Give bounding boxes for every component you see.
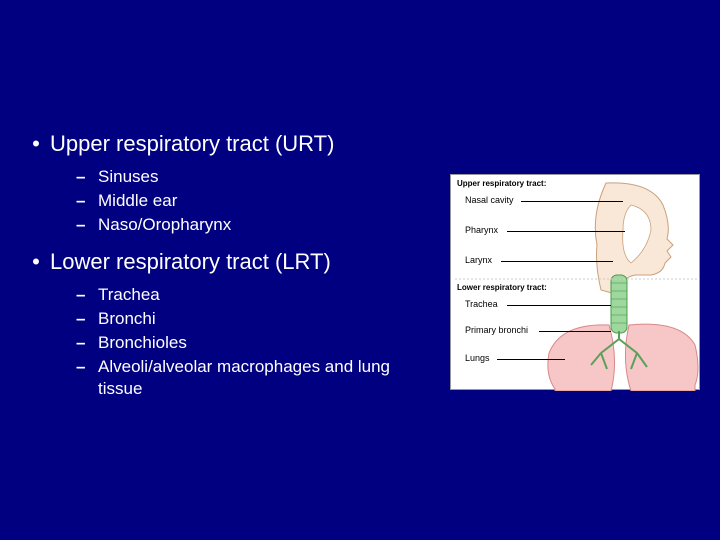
- dash-icon: –: [76, 190, 98, 212]
- dash-icon: –: [76, 332, 98, 354]
- trachea-shape: [611, 275, 627, 333]
- label-larynx: Larynx: [465, 255, 492, 265]
- lung-left: [548, 325, 615, 391]
- sub-text: Trachea: [98, 284, 160, 306]
- sub-item: –Naso/Oropharynx: [76, 214, 442, 236]
- label-trachea: Trachea: [465, 299, 498, 309]
- leader-line: [501, 261, 613, 262]
- leader-line: [507, 231, 625, 232]
- sub-text: Naso/Oropharynx: [98, 214, 231, 236]
- bullet-dot: •: [22, 248, 50, 276]
- main-bullet-text: Upper respiratory tract (URT): [50, 130, 334, 158]
- section-label-upper: Upper respiratory tract:: [457, 179, 546, 188]
- leader-line: [539, 331, 611, 332]
- main-bullet-0: • Upper respiratory tract (URT): [22, 130, 442, 158]
- sub-item: –Bronchioles: [76, 332, 442, 354]
- main-bullet-1: • Lower respiratory tract (LRT): [22, 248, 442, 276]
- sub-list-1: –Trachea –Bronchi –Bronchioles –Alveoli/…: [76, 284, 442, 400]
- leader-line: [521, 201, 623, 202]
- dash-icon: –: [76, 308, 98, 330]
- section-label-lower: Lower respiratory tract:: [457, 283, 547, 292]
- dash-icon: –: [76, 356, 98, 378]
- sub-list-0: –Sinuses –Middle ear –Naso/Oropharynx: [76, 166, 442, 236]
- label-nasal: Nasal cavity: [465, 195, 514, 205]
- dash-icon: –: [76, 214, 98, 236]
- leader-line: [507, 305, 611, 306]
- respiratory-diagram: Upper respiratory tract: Lower respirato…: [450, 174, 700, 390]
- bullet-dot: •: [22, 130, 50, 158]
- sub-item: –Alveoli/alveolar macrophages and lung t…: [76, 356, 442, 400]
- label-lungs: Lungs: [465, 353, 490, 363]
- sub-item: –Bronchi: [76, 308, 442, 330]
- sub-text: Alveoli/alveolar macrophages and lung ti…: [98, 356, 408, 400]
- sub-item: –Middle ear: [76, 190, 442, 212]
- sub-text: Middle ear: [98, 190, 177, 212]
- sub-text: Bronchioles: [98, 332, 187, 354]
- bullet-content: • Upper respiratory tract (URT) –Sinuses…: [22, 130, 442, 412]
- sub-item: –Trachea: [76, 284, 442, 306]
- leader-line: [497, 359, 565, 360]
- label-pharynx: Pharynx: [465, 225, 498, 235]
- label-bronchi: Primary bronchi: [465, 325, 528, 335]
- dash-icon: –: [76, 166, 98, 188]
- dash-icon: –: [76, 284, 98, 306]
- sub-text: Bronchi: [98, 308, 156, 330]
- main-bullet-text: Lower respiratory tract (LRT): [50, 248, 331, 276]
- sub-text: Sinuses: [98, 166, 158, 188]
- sub-item: –Sinuses: [76, 166, 442, 188]
